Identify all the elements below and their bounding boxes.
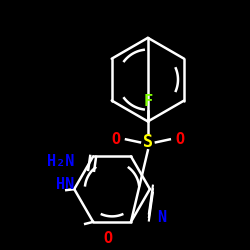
Text: O: O: [112, 132, 120, 147]
Text: H₂N: H₂N: [47, 154, 74, 169]
Text: HN: HN: [56, 177, 74, 192]
Text: F: F: [143, 94, 152, 110]
Text: N: N: [157, 210, 166, 224]
Text: O: O: [104, 231, 113, 246]
Text: S: S: [143, 133, 153, 151]
Text: O: O: [175, 132, 184, 147]
